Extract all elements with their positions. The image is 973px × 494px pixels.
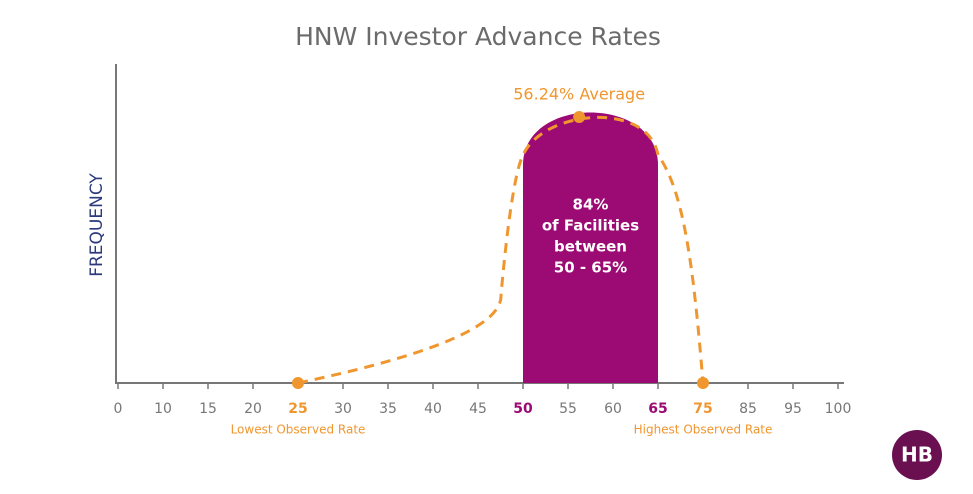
x-tick-label: 25 xyxy=(288,401,307,417)
range-label: of Facilities xyxy=(542,217,639,235)
x-tick-label: 55 xyxy=(559,401,577,417)
highest-point xyxy=(697,377,709,389)
lowest-point xyxy=(292,377,304,389)
logo: HB xyxy=(901,443,933,467)
lowest-label: Lowest Observed Rate xyxy=(231,423,366,437)
logo-badge xyxy=(892,430,942,480)
x-tick-label: 45 xyxy=(469,401,487,417)
x-tick-label: 10 xyxy=(154,401,172,417)
chart-title: HNW Investor Advance Rates xyxy=(295,22,661,51)
x-tick-label: 40 xyxy=(424,401,442,417)
x-tick-label: 85 xyxy=(739,401,757,417)
x-tick-label: 100 xyxy=(825,401,852,417)
x-tick-label: 30 xyxy=(334,401,352,417)
x-tick-label: 0 xyxy=(114,401,123,417)
x-tick-label: 65 xyxy=(648,401,667,417)
x-tick-label: 60 xyxy=(604,401,622,417)
range-area xyxy=(523,112,658,383)
range-label: between xyxy=(554,238,627,256)
highest-label: Highest Observed Rate xyxy=(634,423,773,437)
average-label: 56.24% Average xyxy=(513,85,645,104)
x-tick-label: 75 xyxy=(693,401,712,417)
distribution-curve xyxy=(297,115,705,385)
x-tick-label: 95 xyxy=(784,401,802,417)
range-label: 84% xyxy=(573,196,609,214)
x-tick-label: 20 xyxy=(244,401,262,417)
x-tick-label: 15 xyxy=(199,401,217,417)
y-axis-label: FREQUENCY xyxy=(87,173,107,277)
x-tick-label: 50 xyxy=(513,401,533,417)
range-label: 50 - 65% xyxy=(554,259,627,277)
average-point xyxy=(573,111,586,123)
x-tick-label: 35 xyxy=(379,401,397,417)
